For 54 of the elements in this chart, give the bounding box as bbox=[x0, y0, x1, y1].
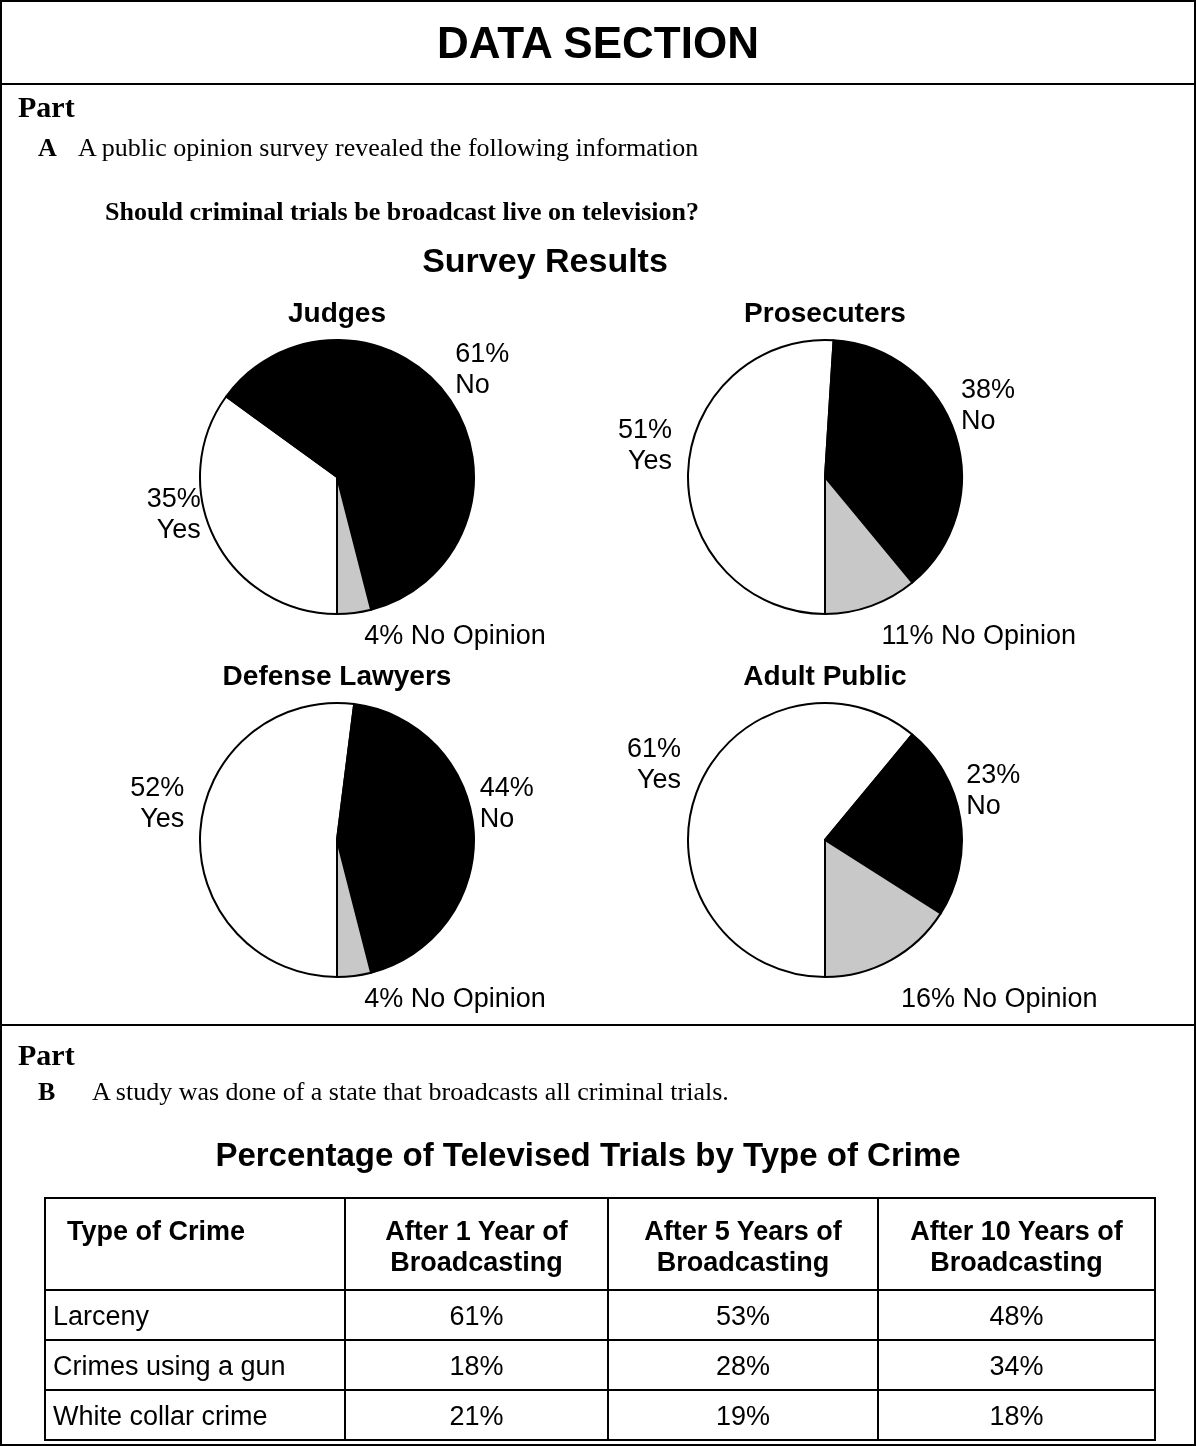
chart-title: Judges bbox=[287, 297, 387, 328]
text: Part bbox=[18, 1038, 75, 1071]
data-label: 4% bbox=[364, 983, 404, 1013]
slice-label: No Opinion bbox=[410, 620, 546, 650]
data-label: 4% bbox=[364, 620, 404, 650]
slice-label: No bbox=[455, 368, 490, 399]
text: A bbox=[38, 133, 57, 162]
text: White collar crime bbox=[53, 1401, 268, 1431]
text: DATA SECTION bbox=[437, 18, 759, 67]
category-label: After 5 Years of Broadcasting bbox=[644, 1216, 843, 1277]
data-label: 61% bbox=[627, 732, 682, 763]
data-label: 38% bbox=[961, 373, 1016, 404]
data-label: 18% bbox=[449, 1351, 504, 1381]
data-label: 19% bbox=[715, 1401, 771, 1431]
slice-label: No bbox=[479, 803, 515, 834]
slice-label: No Opinion bbox=[962, 983, 1098, 1013]
text: Larceny bbox=[53, 1301, 150, 1331]
text: Survey Results bbox=[422, 241, 668, 279]
slice-label: No bbox=[961, 404, 996, 435]
slice-label: No bbox=[966, 789, 1001, 820]
data-label: 61% bbox=[449, 1301, 504, 1331]
slice-label: Yes bbox=[140, 803, 185, 834]
slice-label: Yes bbox=[637, 763, 682, 794]
data-label: 18% bbox=[989, 1401, 1044, 1431]
text: B bbox=[38, 1077, 56, 1106]
data-label: 23% bbox=[966, 758, 1021, 789]
data-label: 16% bbox=[901, 983, 956, 1013]
data-label: 48% bbox=[989, 1301, 1044, 1331]
slice-label: No Opinion bbox=[940, 620, 1077, 650]
data-label: 61% bbox=[455, 337, 510, 368]
text: Should criminal trials be broadcast live on television? bbox=[105, 197, 699, 226]
text: A public opinion survey revealed the following information bbox=[78, 133, 699, 162]
text: A study was done of a state that broadcasts all criminal trials. bbox=[92, 1077, 729, 1106]
slice-label: Yes bbox=[628, 444, 673, 475]
data-label: 52% bbox=[130, 772, 185, 803]
data-label: 44% bbox=[479, 772, 534, 803]
text: Percentage of Televised Trials by Type of Crime bbox=[215, 1136, 961, 1173]
category-label: After 10 Years of Broadcasting bbox=[910, 1216, 1124, 1277]
text: Crimes using a gun bbox=[53, 1351, 286, 1381]
data-label: 53% bbox=[715, 1301, 771, 1331]
data-label: 11% bbox=[881, 620, 934, 650]
text: Part bbox=[18, 90, 75, 123]
data-label: 34% bbox=[989, 1351, 1044, 1381]
chart-title: Defense Lawyers bbox=[222, 660, 452, 691]
slice-label: No Opinion bbox=[410, 983, 546, 1013]
chart-title: Prosecuters bbox=[744, 297, 906, 328]
data-label: 51% bbox=[618, 413, 673, 444]
slice-label: Yes bbox=[156, 513, 201, 544]
data-label: 21% bbox=[449, 1401, 504, 1431]
chart-title: Adult Public bbox=[743, 660, 907, 691]
category-label: After 1 Year of Broadcasting bbox=[385, 1216, 569, 1277]
data-label: 35% bbox=[146, 482, 201, 513]
data-label: 28% bbox=[715, 1351, 771, 1381]
text: Type of Crime bbox=[67, 1216, 246, 1246]
